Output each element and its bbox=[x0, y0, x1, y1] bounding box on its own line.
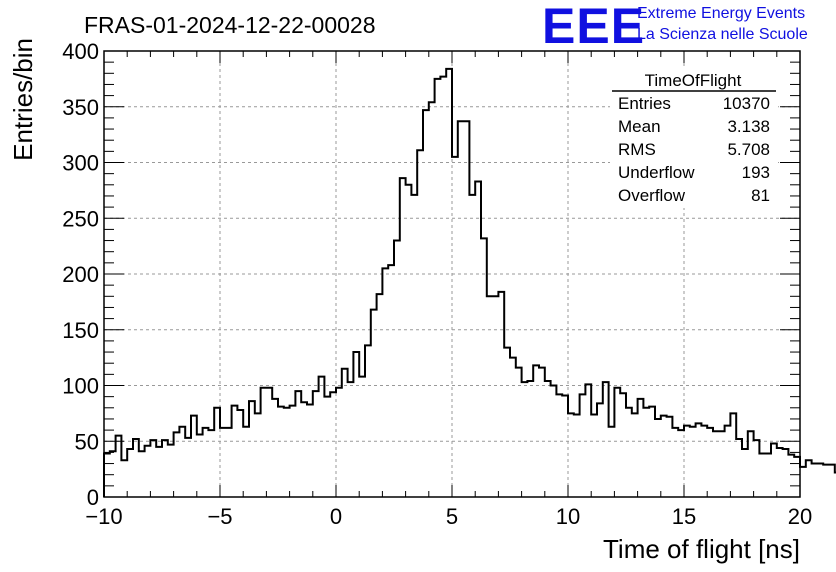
y-tick-label: 200 bbox=[62, 262, 99, 287]
stats-value: 81 bbox=[751, 186, 770, 205]
logo-line-2: La Scienza nelle Scuole bbox=[637, 26, 808, 43]
y-tick-label: 350 bbox=[62, 95, 99, 120]
x-tick-label: 5 bbox=[446, 504, 458, 529]
stats-value: 10370 bbox=[723, 94, 770, 113]
y-tick-label: 300 bbox=[62, 151, 99, 176]
logo-mark: EEE bbox=[542, 0, 645, 54]
x-tick-label: −10 bbox=[85, 504, 122, 529]
x-tick-label: 20 bbox=[788, 504, 812, 529]
histogram-line bbox=[103, 67, 836, 497]
stats-rows: Entries 10370 Mean 3.138 RMS 5.708 Underflow 19… bbox=[618, 94, 770, 205]
y-tick-labels: 0 50 100 150 200 250 300 350 400 bbox=[62, 39, 99, 510]
logo-line-1: Extreme Energy Events bbox=[637, 5, 805, 22]
stats-label: RMS bbox=[618, 140, 656, 159]
stats-label: Overflow bbox=[618, 186, 686, 205]
eee-logo: EEE Extreme Energy Events La Scienza nel… bbox=[542, 0, 808, 54]
y-axis-title: Entries/bin bbox=[8, 38, 38, 161]
x-axis-title: Time of flight [ns] bbox=[603, 534, 800, 564]
stats-label: Mean bbox=[618, 117, 661, 136]
stats-value: 3.138 bbox=[727, 117, 770, 136]
x-tick-label: 0 bbox=[330, 504, 342, 529]
y-tick-label: 400 bbox=[62, 39, 99, 64]
x-tick-label: 15 bbox=[672, 504, 696, 529]
stats-label: Underflow bbox=[618, 163, 695, 182]
stats-label: Entries bbox=[618, 94, 671, 113]
grid bbox=[104, 51, 800, 497]
stats-value: 193 bbox=[742, 163, 770, 182]
stats-box: TimeOfFlight Entries 10370 Mean 3.138 RMS 5.7… bbox=[610, 67, 778, 208]
x-tick-labels: −10 −5 0 5 10 15 20 bbox=[85, 504, 812, 529]
y-tick-label: 0 bbox=[87, 485, 99, 510]
x-tick-label: 10 bbox=[556, 504, 580, 529]
stats-box-title: TimeOfFlight bbox=[645, 71, 742, 90]
y-tick-label: 250 bbox=[62, 206, 99, 231]
axis-ticks bbox=[103, 50, 801, 498]
y-tick-label: 100 bbox=[62, 374, 99, 399]
chart-title: FRAS-01-2024-12-22-00028 bbox=[84, 12, 376, 38]
y-tick-label: 150 bbox=[62, 318, 99, 343]
stats-value: 5.708 bbox=[727, 140, 770, 159]
y-tick-label: 50 bbox=[75, 429, 99, 454]
x-tick-label: −5 bbox=[207, 504, 232, 529]
